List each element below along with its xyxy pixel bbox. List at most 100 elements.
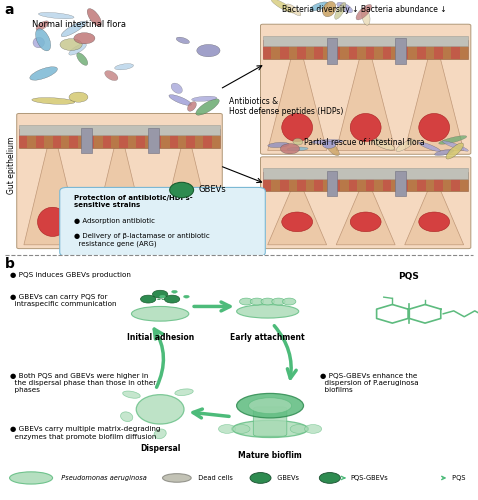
Ellipse shape xyxy=(171,83,183,94)
FancyBboxPatch shape xyxy=(261,157,471,248)
FancyBboxPatch shape xyxy=(331,172,340,191)
Ellipse shape xyxy=(187,102,196,112)
Text: ● PQS-GBEVs enhance the
  dispersion of P.aeruginosa
  biofilms: ● PQS-GBEVs enhance the dispersion of P.… xyxy=(320,372,419,392)
Ellipse shape xyxy=(237,394,304,418)
Circle shape xyxy=(250,472,271,484)
Polygon shape xyxy=(268,188,326,245)
FancyBboxPatch shape xyxy=(400,40,409,58)
Ellipse shape xyxy=(115,64,133,70)
Ellipse shape xyxy=(176,37,189,44)
FancyBboxPatch shape xyxy=(263,172,468,191)
Ellipse shape xyxy=(32,98,75,104)
Ellipse shape xyxy=(36,21,49,30)
Circle shape xyxy=(290,424,307,434)
Ellipse shape xyxy=(323,2,336,17)
FancyBboxPatch shape xyxy=(434,172,443,191)
Ellipse shape xyxy=(282,298,296,305)
FancyBboxPatch shape xyxy=(280,40,289,58)
Text: ● PQS induces GBEVs production: ● PQS induces GBEVs production xyxy=(10,272,130,278)
Text: Antibiotics &
Host defense peptides (HDPs): Antibiotics & Host defense peptides (HDP… xyxy=(229,97,344,116)
Circle shape xyxy=(233,424,250,434)
Ellipse shape xyxy=(131,306,189,321)
Ellipse shape xyxy=(287,147,308,151)
Ellipse shape xyxy=(287,4,301,16)
Ellipse shape xyxy=(69,44,87,55)
Text: Initial adhesion: Initial adhesion xyxy=(127,334,194,342)
FancyBboxPatch shape xyxy=(280,172,289,191)
FancyBboxPatch shape xyxy=(366,172,374,191)
Ellipse shape xyxy=(337,2,353,13)
FancyBboxPatch shape xyxy=(326,171,337,196)
FancyBboxPatch shape xyxy=(69,129,77,148)
Circle shape xyxy=(304,424,322,434)
FancyBboxPatch shape xyxy=(261,24,471,154)
FancyBboxPatch shape xyxy=(19,129,220,148)
Text: Early attachment: Early attachment xyxy=(230,334,305,342)
FancyBboxPatch shape xyxy=(103,129,111,148)
Ellipse shape xyxy=(154,429,166,438)
FancyBboxPatch shape xyxy=(326,38,337,64)
Ellipse shape xyxy=(87,8,101,26)
Ellipse shape xyxy=(261,298,274,305)
FancyBboxPatch shape xyxy=(315,40,323,58)
Text: Dead cells: Dead cells xyxy=(194,475,232,481)
Ellipse shape xyxy=(446,143,464,159)
Circle shape xyxy=(184,295,189,298)
Ellipse shape xyxy=(163,474,191,482)
FancyBboxPatch shape xyxy=(263,40,468,58)
FancyBboxPatch shape xyxy=(395,171,406,196)
FancyBboxPatch shape xyxy=(263,36,468,46)
FancyBboxPatch shape xyxy=(400,172,409,191)
Circle shape xyxy=(74,32,95,44)
Ellipse shape xyxy=(268,142,289,148)
Ellipse shape xyxy=(373,139,395,150)
Ellipse shape xyxy=(170,182,194,198)
Ellipse shape xyxy=(30,67,57,80)
Polygon shape xyxy=(268,56,326,150)
Polygon shape xyxy=(336,56,395,150)
Text: PQS: PQS xyxy=(398,272,419,281)
Polygon shape xyxy=(336,188,395,245)
FancyBboxPatch shape xyxy=(348,172,357,191)
Ellipse shape xyxy=(350,114,381,141)
Ellipse shape xyxy=(325,140,339,156)
Ellipse shape xyxy=(250,298,264,305)
Ellipse shape xyxy=(396,139,415,151)
Ellipse shape xyxy=(335,2,346,20)
Ellipse shape xyxy=(232,420,308,438)
FancyBboxPatch shape xyxy=(19,129,27,148)
FancyBboxPatch shape xyxy=(148,128,159,153)
FancyBboxPatch shape xyxy=(331,40,340,58)
Text: a: a xyxy=(5,2,14,16)
Text: ● Delivery of β-lactamase or antibiotic
  resistance gene (ARG): ● Delivery of β-lactamase or antibiotic … xyxy=(74,234,210,247)
FancyBboxPatch shape xyxy=(170,129,178,148)
Ellipse shape xyxy=(443,141,468,151)
Text: GBEVs: GBEVs xyxy=(198,186,226,194)
FancyBboxPatch shape xyxy=(136,129,144,148)
Text: Pseudomonas aeruginosa: Pseudomonas aeruginosa xyxy=(57,475,147,481)
Circle shape xyxy=(323,142,336,148)
Ellipse shape xyxy=(350,212,381,232)
Circle shape xyxy=(60,38,82,50)
Text: Normal intestinal flora: Normal intestinal flora xyxy=(32,20,126,30)
Ellipse shape xyxy=(123,391,140,398)
FancyBboxPatch shape xyxy=(395,38,406,64)
FancyBboxPatch shape xyxy=(186,129,195,148)
Ellipse shape xyxy=(271,0,294,13)
Ellipse shape xyxy=(419,212,450,232)
FancyBboxPatch shape xyxy=(81,128,92,153)
Ellipse shape xyxy=(282,212,313,232)
FancyBboxPatch shape xyxy=(297,172,306,191)
FancyBboxPatch shape xyxy=(17,114,222,248)
Ellipse shape xyxy=(419,114,450,141)
FancyBboxPatch shape xyxy=(434,40,443,58)
FancyBboxPatch shape xyxy=(383,172,391,191)
Circle shape xyxy=(160,295,165,298)
Circle shape xyxy=(164,295,180,303)
FancyBboxPatch shape xyxy=(53,129,61,148)
Ellipse shape xyxy=(312,140,343,144)
FancyBboxPatch shape xyxy=(417,172,425,191)
Ellipse shape xyxy=(192,96,217,102)
Ellipse shape xyxy=(105,70,118,81)
FancyBboxPatch shape xyxy=(348,40,357,58)
